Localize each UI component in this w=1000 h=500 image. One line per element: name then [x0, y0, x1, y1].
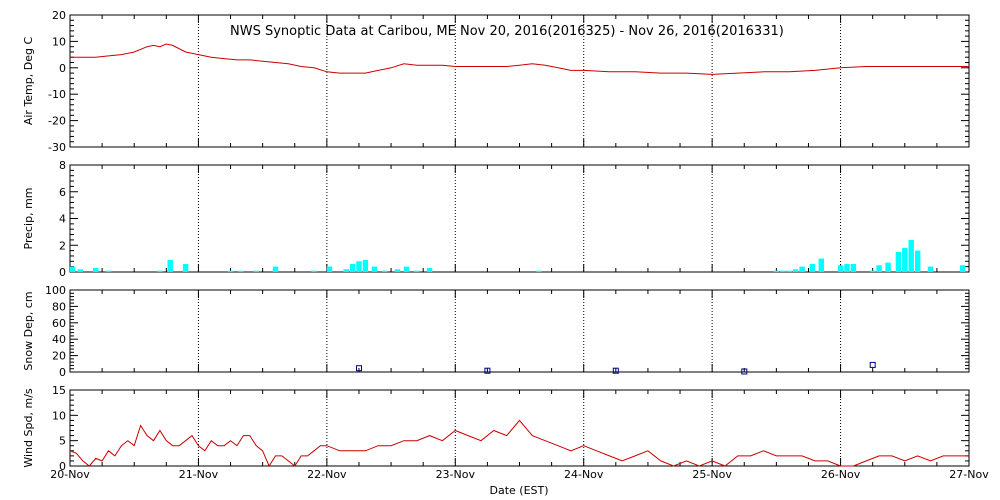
precip-bar — [536, 270, 542, 272]
snow-depth-point — [484, 367, 491, 374]
panel-3-y-tick-label: 5 — [59, 435, 66, 448]
precip-bar — [799, 266, 805, 272]
panel-3-y-label: Wind Spd, m/s — [22, 388, 35, 468]
panel-1-y-tick-label: 4 — [59, 213, 66, 226]
precip-bar — [157, 270, 163, 272]
snow-depth-point — [356, 365, 362, 372]
panel-3-y-tick-label: 0 — [59, 460, 66, 473]
panel-2-y-tick-label: 40 — [52, 333, 66, 346]
panel-2-frame — [69, 289, 970, 373]
precip-bar — [818, 258, 824, 272]
precip-bar — [362, 260, 369, 272]
precip-bar — [69, 266, 76, 272]
precip-bar — [915, 250, 921, 272]
precip-bar — [311, 270, 317, 272]
panel-1-y-tick-label: 6 — [59, 186, 66, 199]
precip-bar — [253, 270, 259, 272]
panel-2-y-tick-label: 60 — [52, 317, 66, 330]
panel-2-y-tick-label: 0 — [59, 366, 66, 379]
precip-bar — [182, 264, 189, 272]
x-tick-label: 25-Nov — [692, 468, 732, 481]
panel-3-series-line — [69, 419, 969, 468]
precip-bar — [870, 270, 876, 272]
x-tick-label: 27-Nov — [949, 468, 989, 481]
precip-bar — [326, 266, 333, 272]
chart-title: NWS Synoptic Data at Caribou, ME Nov 20,… — [230, 24, 784, 39]
precip-bar — [426, 268, 433, 272]
panel-3-y-tick-label: 15 — [52, 384, 66, 397]
panel-3-frame — [69, 389, 970, 467]
panel-2-y-tick-label: 80 — [52, 300, 66, 313]
precip-bar — [414, 270, 420, 272]
precip-bar — [394, 269, 401, 272]
precip-bar — [272, 266, 279, 272]
precip-bar — [780, 270, 786, 272]
precip-bar — [809, 264, 815, 272]
snow-depth-point — [869, 361, 876, 368]
precip-bar — [238, 270, 244, 272]
panel-0-y-tick-label: 20 — [52, 9, 66, 22]
x-tick-label: 21-Nov — [179, 468, 219, 481]
precip-bar — [403, 266, 410, 272]
precip-bar — [927, 266, 934, 272]
precip-bar — [343, 269, 349, 272]
panel-2-y-tick-label: 20 — [52, 350, 66, 363]
precip-bar — [77, 269, 83, 272]
precip-bar — [902, 247, 908, 272]
panel-0-series-line — [70, 43, 969, 75]
x-axis-label: Date (EST) — [489, 484, 548, 497]
precip-bar — [792, 269, 799, 272]
x-tick-label: 20-Nov — [50, 468, 90, 481]
snow-depth-point — [612, 367, 619, 374]
x-tick-label: 24-Nov — [564, 468, 604, 481]
precip-bar — [93, 268, 99, 272]
precip-bar — [844, 264, 850, 272]
precip-bar — [371, 266, 378, 272]
panel-3-y-tick-label: 10 — [52, 409, 66, 422]
precip-bar — [227, 270, 234, 272]
panel-0-y-tick-label: -10 — [48, 88, 66, 101]
precip-bar — [876, 265, 882, 272]
precip-bar — [356, 261, 362, 272]
precip-bar — [895, 251, 902, 272]
panel-1-y-label: Precip, mm — [22, 188, 35, 250]
panel-2-y-label: Snow Dep, cm — [22, 291, 35, 370]
precip-bar — [382, 270, 388, 272]
panel-1-y-tick-label: 0 — [59, 266, 66, 279]
panel-0-y-tick-label: -30 — [48, 141, 66, 154]
panel-0-y-tick-label: 10 — [52, 35, 66, 48]
precip-bar — [959, 265, 966, 272]
panel-2-y-tick-label: 100 — [45, 284, 66, 297]
precip-bar — [850, 264, 857, 272]
panel-0-y-tick-label: -20 — [48, 115, 66, 128]
snow-depth-point — [741, 368, 748, 375]
precip-bar — [885, 262, 891, 272]
precip-bar — [167, 260, 173, 272]
x-tick-label: 26-Nov — [821, 468, 861, 481]
precip-bar — [908, 239, 914, 272]
panel-0-y-tick-label: 0 — [59, 62, 66, 75]
precip-bar — [773, 270, 780, 272]
precip-bar — [786, 270, 792, 272]
panel-1-y-tick-label: 8 — [59, 159, 66, 172]
panel-1-frame — [69, 164, 970, 273]
x-tick-label: 23-Nov — [436, 468, 476, 481]
precip-bar — [837, 265, 844, 272]
precip-bar — [349, 264, 356, 272]
panel-0-y-label: Air Temp, Deg C — [22, 37, 35, 126]
panel-1-y-tick-label: 2 — [59, 239, 66, 252]
x-tick-label: 22-Nov — [307, 468, 347, 481]
precip-bar — [105, 270, 112, 272]
